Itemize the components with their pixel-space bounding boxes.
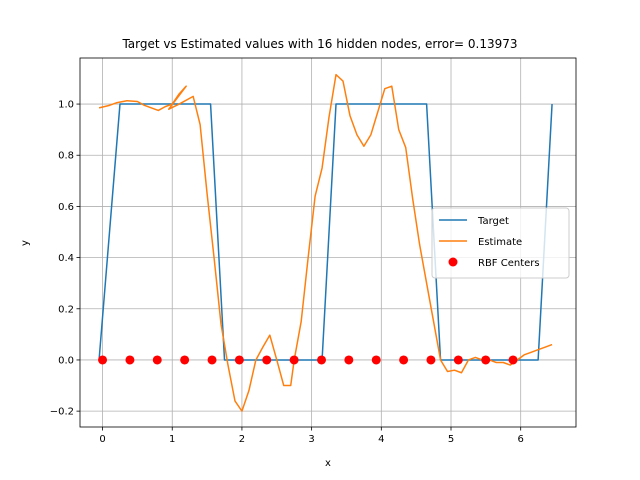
legend-centers-label: RBF Centers [478, 258, 540, 269]
rbf-center-point [98, 355, 108, 365]
x-tick-label: 6 [518, 434, 524, 445]
rbf-center-point [453, 355, 463, 365]
y-axis: −0.2 0.0 0.2 0.4 0.6 0.8 1.0 [50, 100, 80, 418]
y-tick-label: 0.6 [58, 202, 74, 213]
legend-box [431, 207, 570, 279]
legend-estimate-label: Estimate [478, 237, 522, 248]
x-tick-label: 5 [448, 434, 454, 445]
x-axis-label: x [325, 458, 331, 469]
rbf-center-point [152, 355, 162, 365]
x-tick-label: 4 [378, 434, 384, 445]
rbf-center-point [234, 355, 244, 365]
x-tick-label: 1 [169, 434, 175, 445]
rbf-center-point [481, 355, 491, 365]
axes-frame [79, 57, 577, 428]
rbf-center-point [399, 355, 409, 365]
legend: Target Estimate RBF Centers [431, 207, 570, 279]
rbf-center-point [426, 355, 436, 365]
y-tick-label: 1.0 [58, 100, 74, 111]
estimate-line [98, 73, 553, 412]
x-axis: 0 1 2 3 4 5 6 [99, 427, 524, 445]
rbf-center-point [125, 355, 135, 365]
y-tick-label: −0.2 [50, 407, 74, 418]
rbf-center-point [371, 355, 381, 365]
rbf-center-point [262, 355, 272, 365]
y-tick-label: 0.8 [58, 151, 74, 162]
rbf-center-point [180, 355, 190, 365]
legend-target-label: Target [477, 216, 509, 227]
y-tick-label: 0.0 [58, 355, 74, 366]
rbf-center-point [289, 355, 299, 365]
x-tick-label: 3 [308, 434, 314, 445]
plot-area [98, 73, 553, 412]
chart-title: Target vs Estimated values with 16 hidde… [121, 37, 517, 51]
rbf-center-point [207, 355, 217, 365]
rbf-center-point [317, 355, 327, 365]
rbf-center-point [508, 355, 518, 365]
rbf-center-point [344, 355, 354, 365]
y-tick-label: 0.2 [58, 304, 74, 315]
x-tick-label: 0 [99, 434, 105, 445]
y-tick-label: 0.4 [58, 253, 74, 264]
y-axis-label: y [20, 240, 31, 246]
x-tick-label: 2 [239, 434, 245, 445]
legend-centers-swatch [448, 257, 458, 267]
